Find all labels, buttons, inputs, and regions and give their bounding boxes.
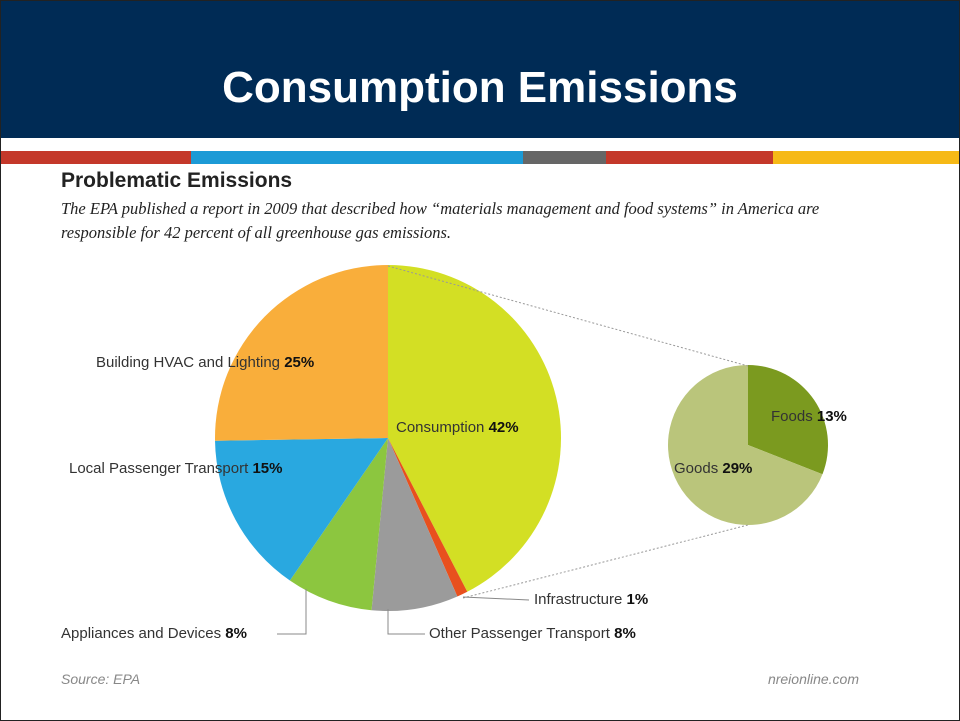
value-label: 42% (489, 419, 519, 436)
category-name: Other Passenger Transport (429, 625, 611, 642)
chart-subtitle: The EPA published a report in 2009 that … (61, 199, 820, 242)
pie-slice (289, 438, 388, 611)
color-strip (606, 151, 773, 164)
pie-slice (215, 265, 388, 441)
slice-label: Goods 29% (674, 460, 752, 477)
value-label: 8% (614, 625, 636, 642)
color-strip (523, 151, 606, 164)
pie-slice (388, 265, 562, 592)
source: Source: EPA (61, 671, 141, 687)
pie-slice (371, 438, 458, 611)
connector (462, 524, 749, 599)
category-name: Foods (771, 408, 813, 425)
pie-slice (748, 365, 829, 475)
slice-label: Foods 13% (771, 408, 847, 425)
category-name: Appliances and Devices (61, 625, 221, 642)
color-strip (191, 151, 523, 164)
value-label: 1% (627, 591, 649, 608)
slice-label: Local Passenger Transport 15% (69, 460, 282, 477)
leader-line (462, 596, 530, 601)
category-name: Infrastructure (534, 591, 622, 608)
leader-line (277, 589, 307, 635)
header (1, 1, 959, 138)
leader-line (387, 609, 425, 635)
slice-label: Consumption 42% (396, 419, 519, 436)
slice-label: Appliances and Devices 8% (61, 625, 247, 642)
category-name: Consumption (396, 419, 484, 436)
category-name: Goods (674, 460, 718, 477)
credit: nreionline.com (767, 671, 859, 687)
pie-slice (215, 438, 388, 581)
color-strip (1, 151, 191, 164)
value-label: 29% (722, 460, 752, 477)
value-label: 13% (817, 408, 847, 425)
slice-label: Infrastructure 1% (534, 591, 648, 608)
chart-title: Problematic Emissions (61, 169, 293, 192)
category-name: Local Passenger Transport (69, 460, 249, 477)
slide-title: Consumption Emissions (222, 63, 738, 112)
category-name: Building HVAC and Lighting (96, 354, 280, 371)
value-label: 25% (284, 354, 314, 371)
value-label: 8% (225, 625, 247, 642)
slice-label: Building HVAC and Lighting 25% (96, 354, 314, 371)
color-strip (773, 151, 959, 164)
value-label: 15% (252, 460, 282, 477)
pie-slice (668, 365, 823, 525)
pie-slice (388, 438, 468, 597)
slice-label: Other Passenger Transport 8% (429, 625, 636, 642)
